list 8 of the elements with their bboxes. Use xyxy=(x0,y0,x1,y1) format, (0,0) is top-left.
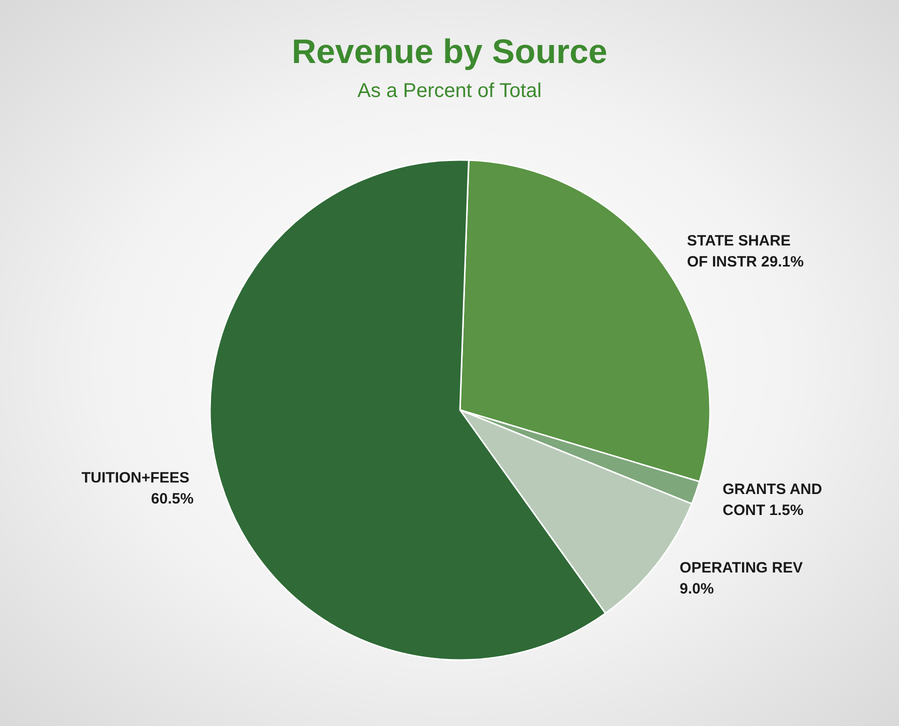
slice-label: STATE SHARE OF INSTR 29.1% xyxy=(686,232,804,270)
slice-label: OPERATING REV xyxy=(680,559,807,576)
chart-subtitle: As a Percent of Total xyxy=(357,80,542,102)
chart-title: Revenue by Source xyxy=(292,33,608,71)
slice-label: GRANTS AND CONT 1.5% xyxy=(722,481,826,520)
slice-label: TUITION+FEES xyxy=(81,470,194,487)
data-label: 60.5% xyxy=(151,490,194,508)
data-label: 9.0% xyxy=(680,580,714,598)
